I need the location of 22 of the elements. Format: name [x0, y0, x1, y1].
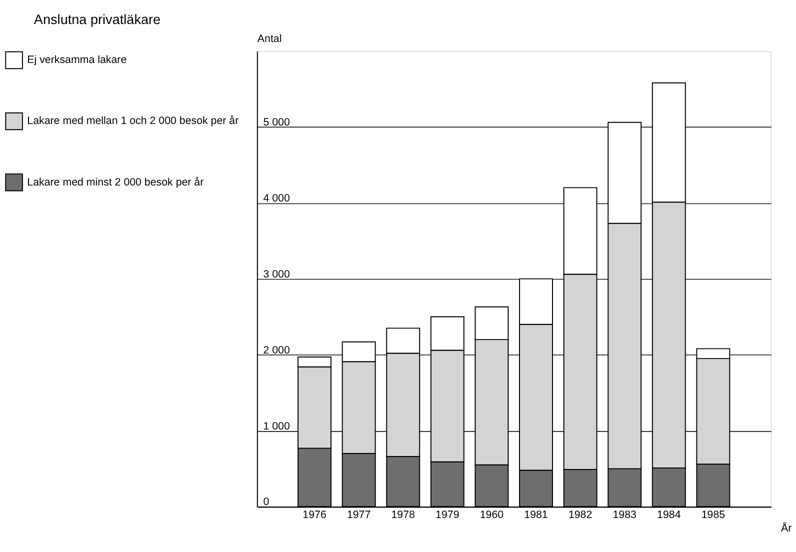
y-axis-title: Antal	[257, 32, 282, 45]
x-tick-label: 1983	[612, 508, 637, 521]
text: Anslutna privatläkare	[34, 12, 161, 27]
y-tick-label: 4 000	[263, 192, 290, 204]
x-tick-label: 1982	[568, 508, 592, 521]
legend-label: Lakare med mellan 1 och 2 000 besok per år	[27, 115, 240, 128]
x-tick-label: 1984	[657, 508, 681, 521]
y-tick-label: 0	[263, 496, 270, 508]
x-tick-label: 1979	[436, 508, 460, 521]
x-axis-title: År	[780, 521, 792, 534]
x-tick-label: 1960	[480, 508, 504, 521]
y-tick-label: 1 000	[263, 420, 290, 432]
y-tick-label: 3 000	[263, 268, 290, 280]
legend-label: Lakare med minst 2 000 besok per år	[27, 176, 204, 188]
x-tick-label: 1985	[701, 508, 726, 521]
x-tick-label: 1978	[391, 508, 416, 521]
x-tick-label: 1977	[346, 508, 371, 521]
x-tick-label: 1981	[524, 508, 548, 521]
legend-label: Ej verksamma lakare	[27, 54, 127, 66]
y-tick-label: 5 000	[263, 116, 290, 128]
x-tick-label: 1976	[302, 508, 326, 521]
y-tick-label: 2 000	[263, 344, 290, 356]
